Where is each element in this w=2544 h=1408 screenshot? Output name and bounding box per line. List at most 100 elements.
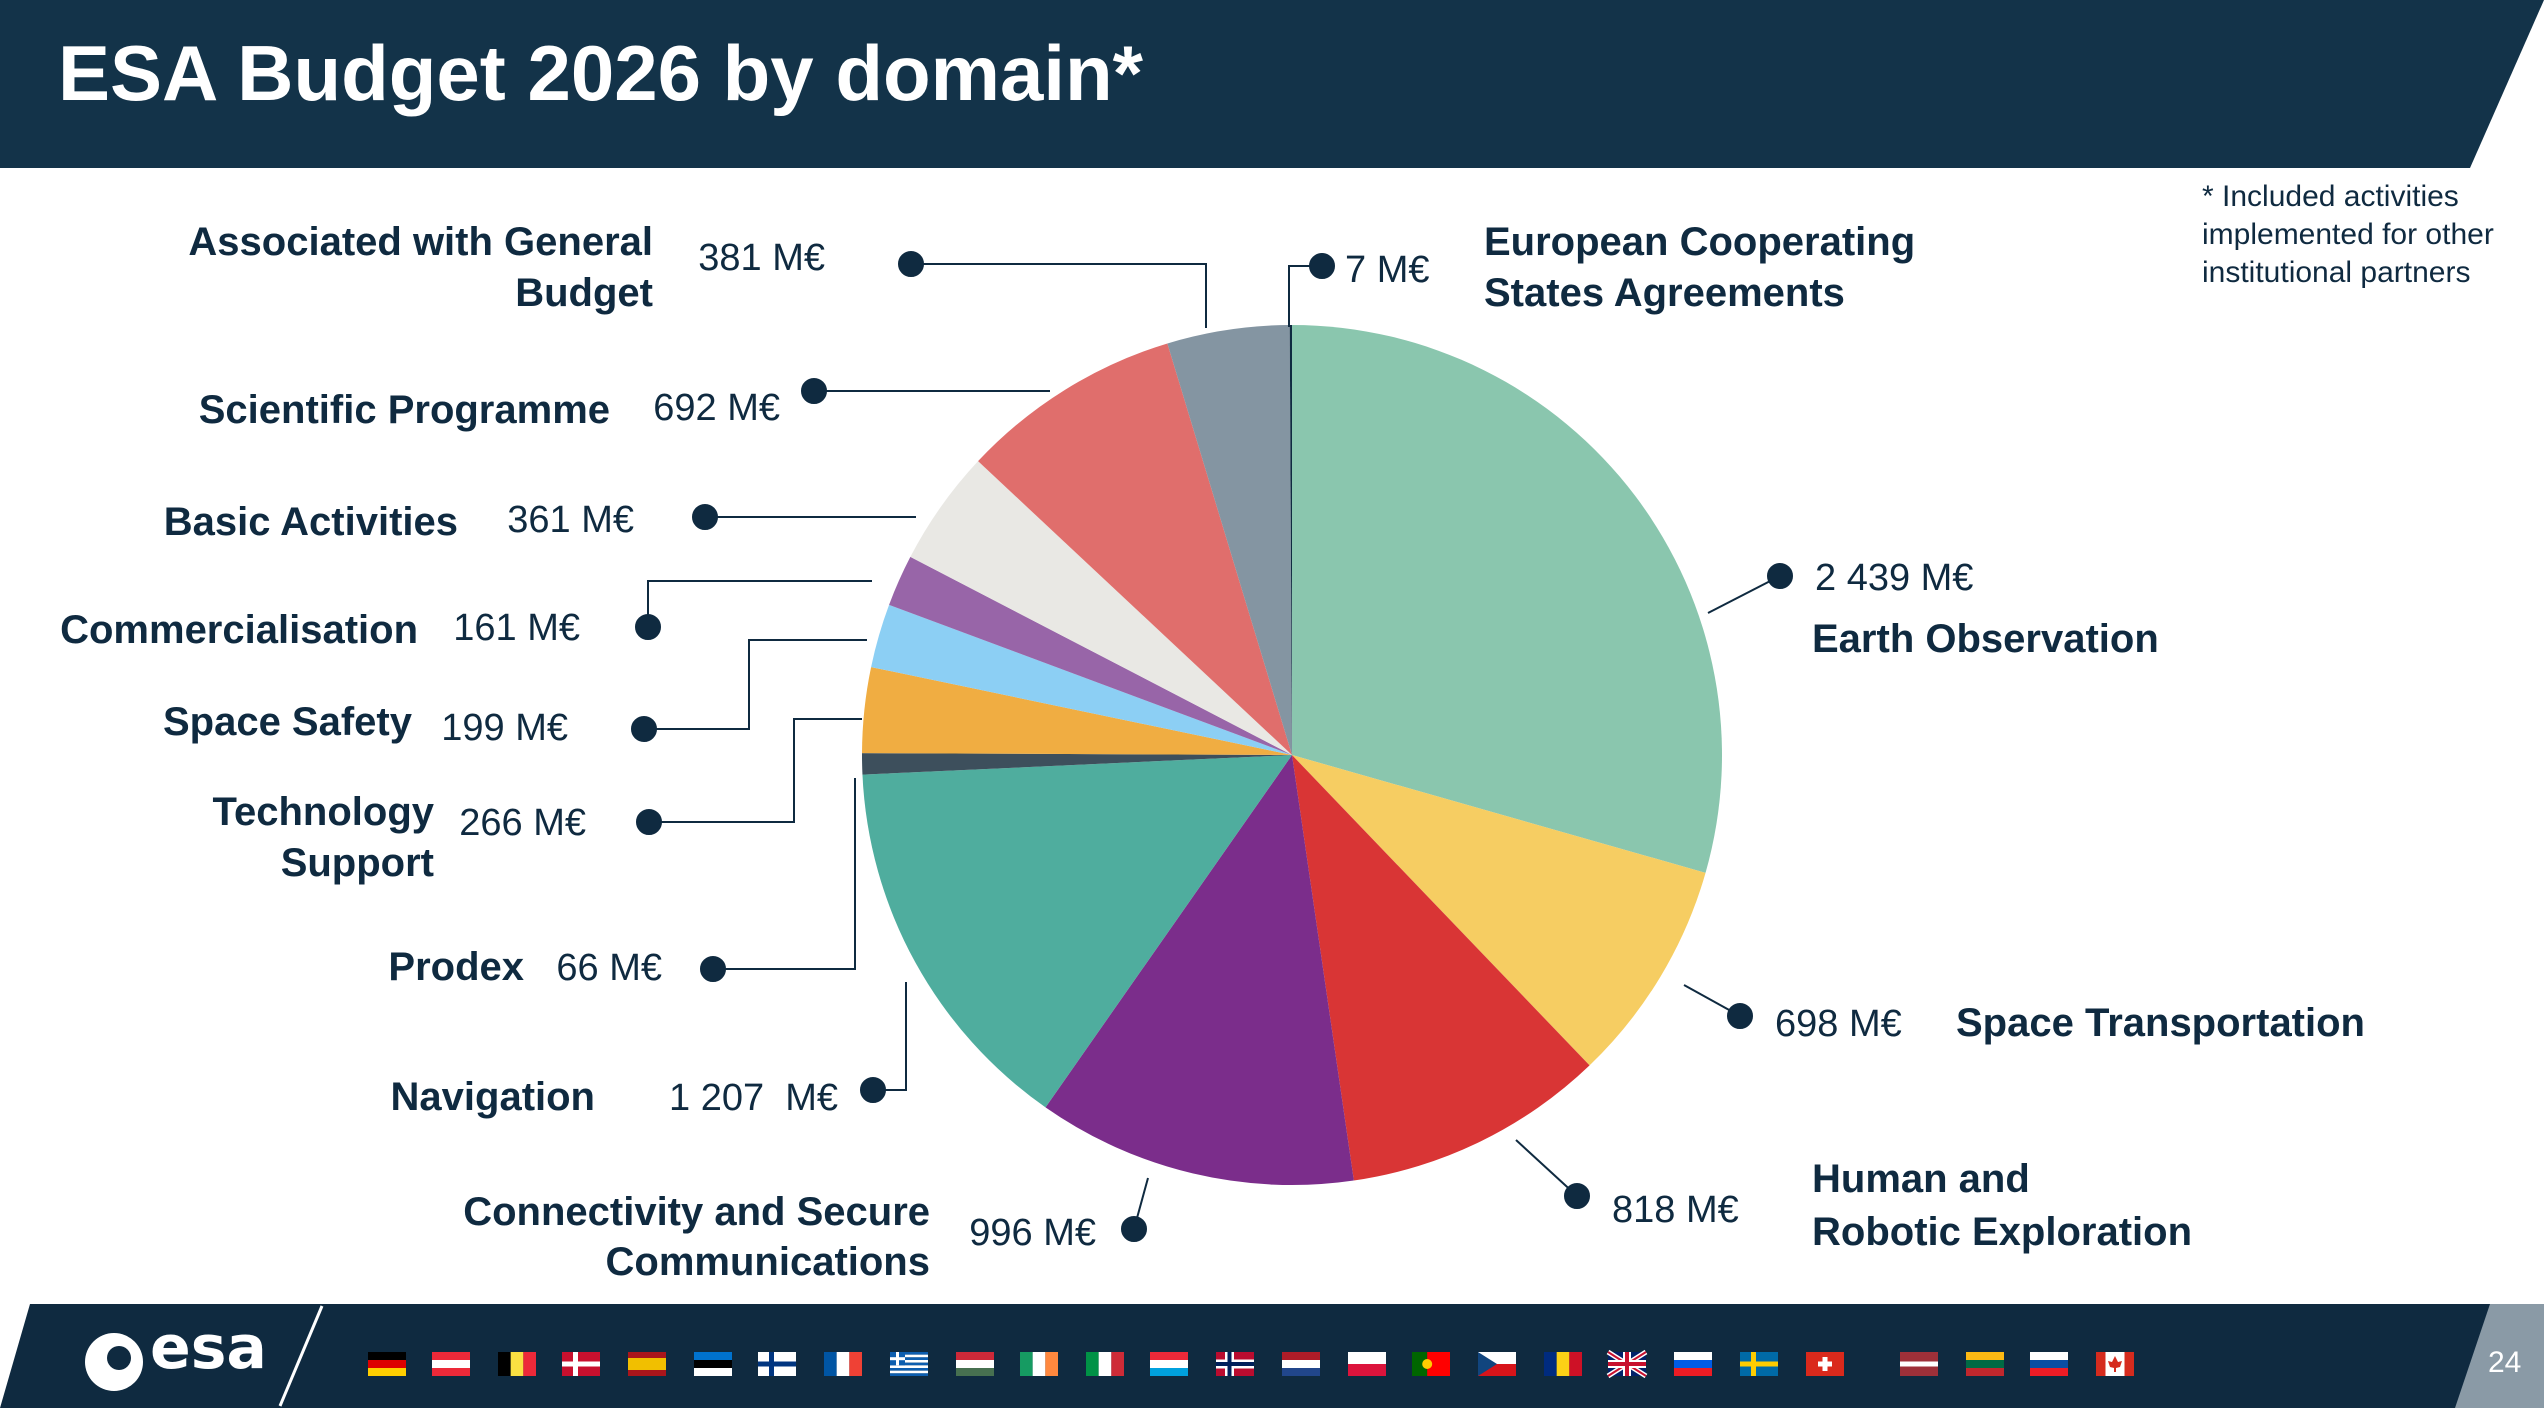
leader-dot-space-safety bbox=[631, 716, 657, 742]
category-label-space-transportation: Space Transportation bbox=[1956, 1001, 2365, 1045]
flag-norway-icon bbox=[1216, 1352, 1254, 1376]
category-label-technology-support: Technology bbox=[213, 790, 435, 834]
category-label-human-and-robotic-exploration: Robotic Exploration bbox=[1812, 1210, 2192, 1254]
flag-spain-icon bbox=[628, 1352, 666, 1376]
flag-hungary-icon bbox=[956, 1352, 994, 1376]
pie-slice-european-cooperating-states-agreements bbox=[1289, 325, 1292, 755]
value-label-european-cooperating-states-agreements: 7 M€ bbox=[1345, 249, 1429, 291]
leader-dot-commercialisation bbox=[635, 614, 661, 640]
value-label-technology-support: 266 M€ bbox=[459, 802, 586, 844]
leader-line-prodex bbox=[713, 778, 856, 970]
flag-finland-icon bbox=[758, 1352, 796, 1376]
flag-germany-icon bbox=[368, 1352, 406, 1376]
leader-dot-basic-activities bbox=[692, 504, 718, 530]
pie-slice-technology-support bbox=[862, 667, 1292, 755]
pie-slice-scientific-programme bbox=[978, 343, 1292, 755]
category-label-earth-observation: Earth Observation bbox=[1812, 617, 2159, 661]
category-label-scientific-programme: Scientific Programme bbox=[199, 388, 610, 432]
category-label-associated-with-general-budget: Associated with General bbox=[188, 220, 653, 264]
category-label-prodex: Prodex bbox=[388, 945, 524, 989]
value-label-commercialisation: 161 M€ bbox=[453, 607, 580, 649]
category-label-navigation: Navigation bbox=[391, 1075, 595, 1119]
esa-logo-icon bbox=[85, 1333, 143, 1391]
leader-dot-technology-support bbox=[636, 809, 662, 835]
leader-line-human-and-robotic-exploration bbox=[1515, 1139, 1578, 1197]
pie-slice-associated-with-general-budget bbox=[1167, 325, 1292, 755]
leader-line-navigation bbox=[873, 982, 907, 1091]
flag-czech-republic-icon bbox=[1478, 1352, 1516, 1376]
page-number: 24 bbox=[2488, 1346, 2522, 1379]
footer-divider bbox=[278, 1305, 324, 1407]
esa-logo-text: esa bbox=[150, 1313, 267, 1383]
category-label-human-and-robotic-exploration: Human and bbox=[1812, 1157, 2030, 1201]
flag-france-icon bbox=[824, 1352, 862, 1376]
flag-sweden-icon bbox=[1740, 1352, 1778, 1376]
leader-dot-associated-with-general-budget bbox=[898, 251, 924, 277]
leader-dot-connectivity-and-secure-communications bbox=[1121, 1216, 1147, 1242]
leader-line-space-safety bbox=[644, 639, 867, 730]
page-title: ESA Budget 2026 by domain* bbox=[58, 29, 1144, 117]
value-label-prodex: 66 M€ bbox=[556, 947, 662, 989]
flag-switzerland-icon bbox=[1806, 1352, 1844, 1376]
leader-dot-earth-observation bbox=[1767, 563, 1793, 589]
leader-dot-scientific-programme bbox=[801, 378, 827, 404]
pie-slice-human-and-robotic-exploration bbox=[1292, 755, 1590, 1181]
category-label-associated-with-general-budget: Budget bbox=[515, 271, 653, 315]
leader-dot-navigation bbox=[860, 1077, 886, 1103]
leader-line-commercialisation bbox=[647, 580, 872, 627]
slice-labels: 2 439 M€ Earth Observation 698 M€ Space Tra… bbox=[60, 220, 2365, 1284]
pie-slice-basic-activities bbox=[910, 461, 1292, 755]
value-label-navigation: 1 207 M€ bbox=[669, 1077, 838, 1119]
category-label-space-safety: Space Safety bbox=[163, 700, 413, 744]
pie-slice-prodex bbox=[861, 753, 1292, 775]
pie-chart: 2 439 M€ Earth Observation 698 M€ Space Tra… bbox=[60, 220, 2365, 1284]
leader-line-associated-with-general-budget bbox=[911, 263, 1207, 328]
category-label-commercialisation: Commercialisation bbox=[60, 608, 418, 652]
pie-slices bbox=[861, 325, 1722, 1186]
category-label-european-cooperating-states-agreements: States Agreements bbox=[1484, 271, 1845, 315]
flag-austria-icon bbox=[432, 1352, 470, 1376]
leader-line-earth-observation bbox=[1707, 575, 1781, 614]
footnote: * Included activities implemented for ot… bbox=[2202, 180, 2494, 289]
leader-dot-space-transportation bbox=[1727, 1003, 1753, 1029]
pie-slice-space-safety bbox=[871, 604, 1292, 755]
header-background bbox=[0, 0, 2544, 168]
value-label-human-and-robotic-exploration: 818 M€ bbox=[1612, 1189, 1739, 1231]
value-label-scientific-programme: 692 M€ bbox=[653, 387, 780, 429]
flag-belgium-icon bbox=[498, 1352, 536, 1376]
flag-luxembourg-icon bbox=[1150, 1352, 1188, 1376]
pie-slice-connectivity-and-secure-communications bbox=[1045, 755, 1354, 1186]
value-label-basic-activities: 361 M€ bbox=[507, 499, 634, 541]
pie-slice-space-transportation bbox=[1292, 755, 1706, 1066]
leader-dot-european-cooperating-states-agreements bbox=[1309, 253, 1335, 279]
leader-line-technology-support bbox=[649, 718, 862, 823]
flag-slovenia-icon bbox=[1674, 1352, 1712, 1376]
flag-ireland-icon bbox=[1020, 1352, 1058, 1376]
category-label-european-cooperating-states-agreements: European Cooperating bbox=[1484, 220, 1915, 264]
value-label-earth-observation: 2 439 M€ bbox=[1815, 557, 1973, 599]
leader-dot-prodex bbox=[700, 956, 726, 982]
category-label-connectivity-and-secure-communications: Connectivity and Secure bbox=[463, 1190, 930, 1234]
flag-netherlands-icon bbox=[1282, 1352, 1320, 1376]
esa-logo-icon-inner bbox=[107, 1346, 131, 1370]
value-label-connectivity-and-secure-communications: 996 M€ bbox=[969, 1212, 1096, 1254]
value-label-space-transportation: 698 M€ bbox=[1775, 1003, 1902, 1045]
category-label-technology-support: Support bbox=[281, 841, 434, 885]
leader-dot-human-and-robotic-exploration bbox=[1564, 1183, 1590, 1209]
pie-slice-earth-observation bbox=[1292, 325, 1722, 873]
flag-portugal-icon bbox=[1412, 1352, 1450, 1376]
member-state-flags bbox=[368, 1349, 2134, 1379]
flag-poland-icon bbox=[1348, 1352, 1386, 1376]
flag-italy-icon bbox=[1086, 1352, 1124, 1376]
flag-greece-icon bbox=[890, 1352, 928, 1376]
flag-estonia-icon bbox=[694, 1352, 732, 1376]
flag-latvia-icon bbox=[1900, 1352, 1938, 1376]
category-label-basic-activities: Basic Activities bbox=[164, 500, 458, 544]
pie-slice-navigation bbox=[862, 755, 1292, 1108]
leader-lines bbox=[631, 251, 1793, 1242]
pie-slice-commercialisation bbox=[889, 556, 1292, 755]
flag-canada-icon bbox=[2096, 1352, 2134, 1376]
flag-united-kingdom-icon bbox=[1606, 1349, 1648, 1379]
flag-slovakia-icon bbox=[2030, 1352, 2068, 1376]
flag-romania-icon bbox=[1544, 1352, 1582, 1376]
